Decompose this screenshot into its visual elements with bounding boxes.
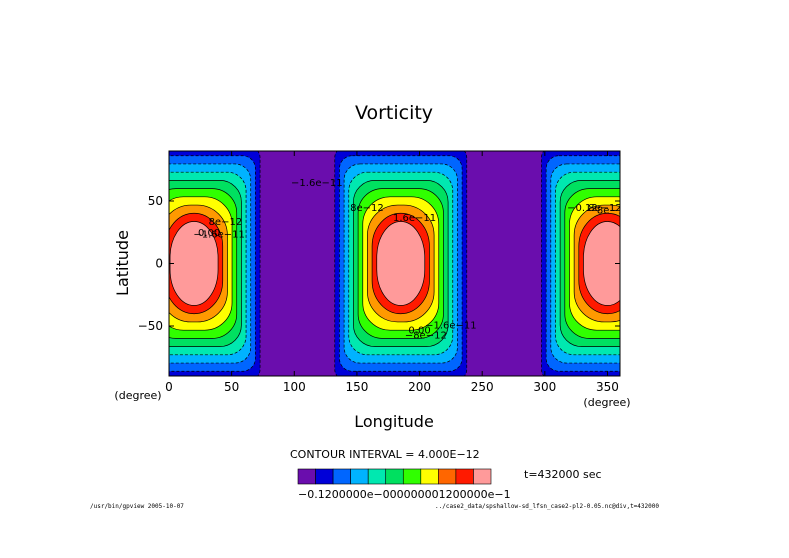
x-axis-label: Longitude bbox=[354, 412, 434, 431]
y-tick-label: −50 bbox=[138, 319, 163, 333]
colorbar-swatch bbox=[438, 468, 457, 485]
colorbar-swatch bbox=[385, 468, 404, 485]
y-axis-unit: (degree) bbox=[114, 389, 161, 402]
x-axis-unit: (degree) bbox=[583, 396, 630, 409]
x-tick-label: 200 bbox=[408, 380, 431, 394]
contour-label: 1.6e−11 bbox=[393, 213, 436, 224]
contour-band bbox=[376, 221, 426, 306]
colorbar-swatch bbox=[315, 468, 334, 485]
x-tick-label: 250 bbox=[471, 380, 494, 394]
colorbar-swatch bbox=[402, 468, 422, 485]
contour-label: 8e−10 bbox=[597, 206, 631, 217]
contour-labels: 8e−12−1.6e−110.001.6e−118e−12−1.6e−110.0… bbox=[193, 178, 631, 342]
contour-label: 8e−12 bbox=[350, 203, 384, 214]
contour-label: −0.12 bbox=[567, 203, 598, 214]
y-tick-label: 50 bbox=[148, 194, 163, 208]
y-axis: 50 0 −50 bbox=[138, 194, 620, 333]
colorbar-swatch bbox=[332, 468, 351, 485]
contour-fills bbox=[169, 151, 620, 376]
colorbar-swatch bbox=[297, 468, 316, 485]
colorbar-swatch bbox=[367, 468, 387, 485]
contour-label: −8e−12 bbox=[405, 331, 447, 342]
footer-left: /usr/bin/gpview 2005-10-07 bbox=[90, 503, 184, 510]
colorbar-swatch bbox=[473, 468, 492, 485]
contour-label: 0.00 bbox=[408, 326, 430, 337]
contour-band bbox=[583, 221, 620, 306]
x-tick-label: 350 bbox=[596, 380, 619, 394]
contour-label: −1.6e−11 bbox=[425, 321, 477, 332]
colorbar-swatch bbox=[350, 468, 369, 485]
x-tick-label: 50 bbox=[224, 380, 239, 394]
x-tick-label: 100 bbox=[283, 380, 306, 394]
x-tick-label: 150 bbox=[345, 380, 368, 394]
chart-title: Vorticity bbox=[355, 102, 433, 124]
contour-label: 0.00 bbox=[198, 228, 220, 239]
colorbar bbox=[297, 468, 492, 485]
y-tick-label: 0 bbox=[155, 257, 163, 271]
colorbar-tick-labels: −0.1200000e−000000001200000e−1 bbox=[298, 488, 511, 501]
x-tick-label: 0 bbox=[165, 380, 173, 394]
x-tick-label: 300 bbox=[533, 380, 556, 394]
contour-label: 8e−12 bbox=[588, 203, 622, 214]
contour-label: −1.6e−11 bbox=[193, 229, 245, 240]
contour-label: 8e−12 bbox=[209, 217, 243, 228]
x-axis: 0 50 100 150 200 250 300 350 bbox=[165, 151, 619, 394]
contour-interval-label: CONTOUR INTERVAL = 4.000E−12 bbox=[290, 448, 480, 461]
time-label: t=432000 sec bbox=[524, 468, 602, 481]
colorbar-swatch bbox=[455, 468, 474, 485]
contour-label: −1.6e−11 bbox=[291, 178, 343, 189]
colorbar-swatch bbox=[420, 468, 439, 485]
footer-right: ../case2_data/spshallow-sd_lfsn_case2-pl… bbox=[435, 503, 659, 510]
y-axis-label: Latitude bbox=[113, 230, 132, 296]
